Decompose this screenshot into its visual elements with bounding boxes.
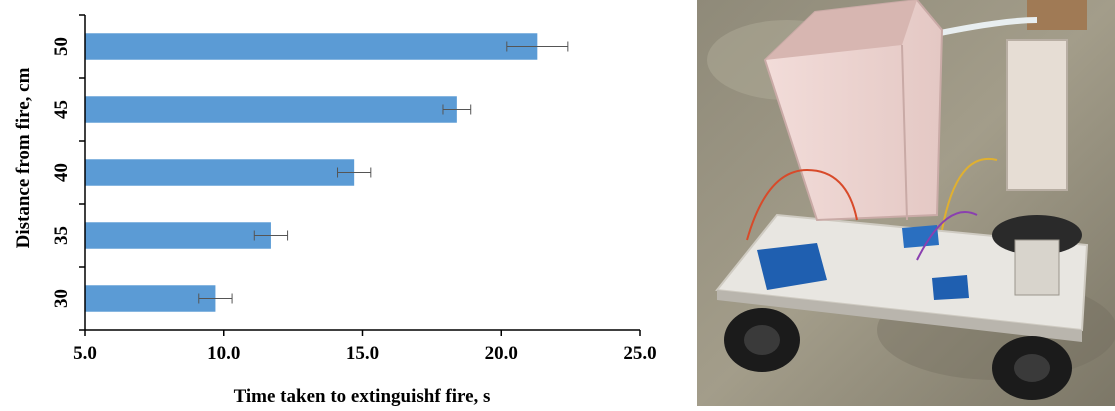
wire-yellow [941,157,998,231]
bar-50 [85,33,538,60]
y-axis-label: Distance from fire, cm [13,67,34,248]
pump-motor [1014,239,1060,296]
x-tick-label-25.0: 25.0 [623,343,656,364]
error-bar-30 [198,293,233,304]
x-tick-label-5.0: 5.0 [73,343,97,364]
error-bar-45 [442,104,472,115]
error-bar-35 [253,230,289,241]
wire-purple [916,211,978,261]
wood-block [1027,0,1087,30]
relay-module-4ch [757,243,827,290]
bar-35 [85,222,271,249]
y-tick-label-50: 50 [51,37,72,56]
wheel-hub-left [744,325,780,355]
wire-red [746,168,858,241]
x-tick-label-20.0: 20.0 [485,343,518,364]
relay-module-1ch [932,275,969,300]
y-tick-label-35: 35 [51,226,72,245]
bar-30 [85,285,216,312]
wheel-hub-right [1014,354,1050,382]
x-axis-label: Time taken to extinguishf fire, s [234,386,491,406]
sensor-module [902,225,939,248]
y-tick-label-45: 45 [51,100,72,119]
error-bar-50 [506,41,569,52]
bars-layer [85,33,569,312]
y-tick-label-40: 40 [51,163,72,182]
y-tick-label-30: 30 [51,289,72,308]
ticks-layer: 30 35 40 45 50 5.0 10.0 15.0 20.0 25.0 [51,14,657,364]
bar-chart: 30 35 40 45 50 5.0 10.0 15.0 20.0 25.0 Time taken… [13,14,657,407]
x-tick-label-15.0: 15.0 [346,343,379,364]
x-tick-label-10.0: 10.0 [207,343,240,364]
chart-svg: 30 35 40 45 50 5.0 10.0 15.0 20.0 25.0 Time taken… [13,14,657,407]
chassis-base [715,213,1089,332]
water-tank-edge [901,44,908,221]
water-tank-opening [765,0,917,60]
bar-45 [85,96,457,123]
error-bar-40 [337,167,372,178]
chassis-edge [717,290,1082,342]
pump-tower [1006,39,1068,191]
robot-photo-illustration [697,0,1115,406]
robot-photo [697,0,1115,406]
bar-40 [85,159,355,186]
